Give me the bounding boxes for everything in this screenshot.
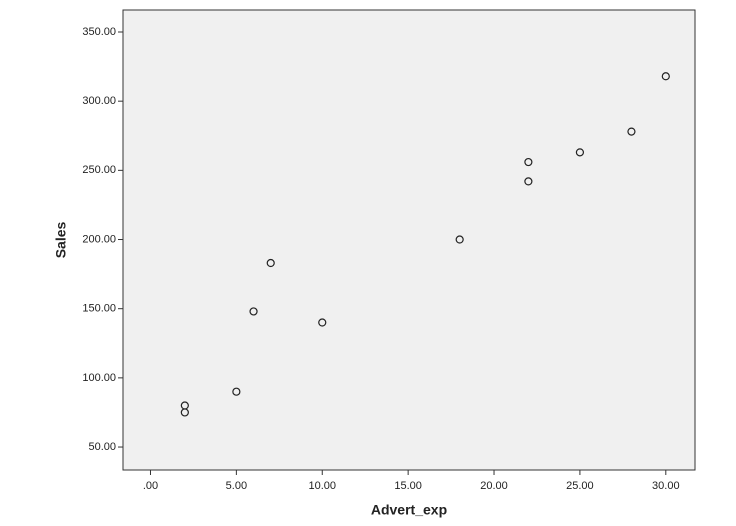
y-tick-label: 150.00 (82, 303, 116, 315)
point (627, 127, 636, 136)
point (232, 387, 241, 396)
point (180, 408, 189, 417)
x-tick-label: .00 (143, 480, 158, 492)
x-tick-label: 5.00 (226, 480, 247, 492)
point (661, 72, 670, 81)
point (318, 318, 327, 327)
point (455, 235, 464, 244)
y-tick-label: 250.00 (82, 164, 116, 176)
y-tick-label: 50.00 (88, 441, 116, 453)
y-tick-label: 100.00 (82, 372, 116, 384)
point (524, 157, 533, 167)
x-tick-label: 25.00 (566, 480, 594, 492)
x-tick-label: 30.00 (652, 480, 680, 492)
y-tick-label: 300.00 (82, 95, 116, 107)
plot-area (122, 9, 696, 471)
y-tick-label: 350.00 (82, 26, 116, 38)
x-tick-label: 20.00 (480, 480, 508, 492)
point (575, 148, 585, 157)
point (249, 307, 258, 316)
x-axis-title: Advert_exp (371, 502, 447, 518)
point (524, 177, 533, 186)
y-tick-label: 200.00 (82, 233, 116, 245)
x-tick-label: 10.00 (308, 480, 336, 492)
x-tick-label: 15.00 (394, 480, 422, 492)
y-axis-title: Sales (53, 221, 69, 258)
point (266, 258, 275, 268)
